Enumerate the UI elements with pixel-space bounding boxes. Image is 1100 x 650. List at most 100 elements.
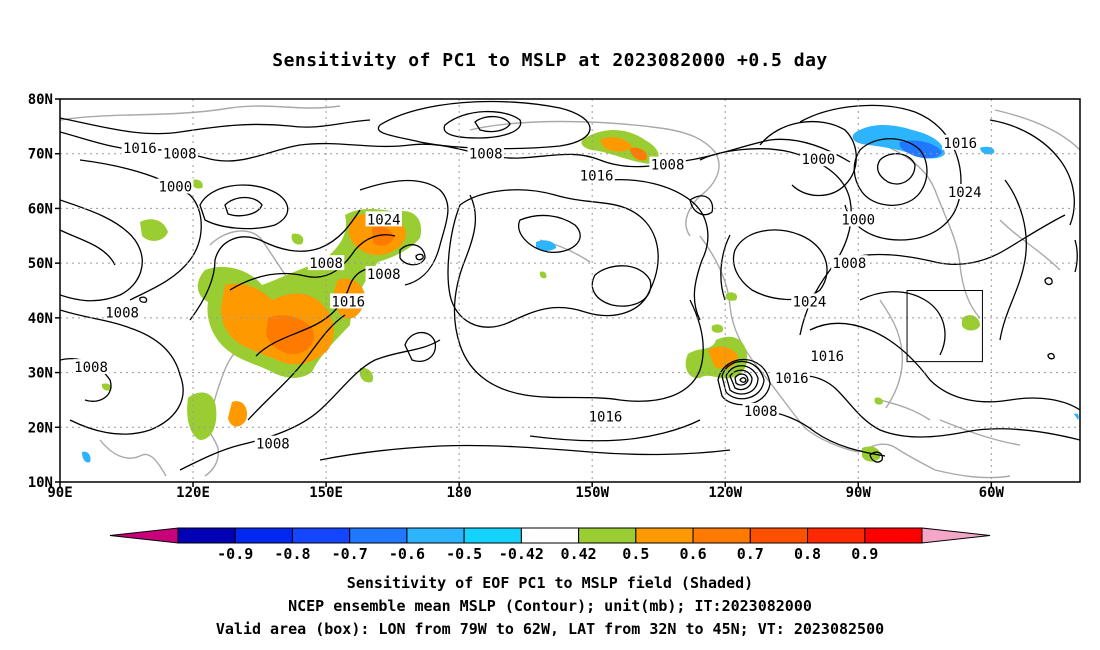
mslp-contours [60, 100, 1080, 471]
colorbar-label: -0.8 [274, 545, 310, 563]
contour-label-bg [307, 255, 345, 271]
colorbar-label: 0.5 [622, 545, 649, 563]
contour-label: 1000 [841, 212, 875, 228]
lat-lon-grid [60, 99, 1080, 482]
colorbar-segment [864, 527, 923, 544]
colorbar-low-triangle [109, 527, 179, 544]
contour-label: 1008 [256, 437, 290, 453]
validation-area-box [906, 290, 983, 363]
colorbar-label: -0.9 [217, 545, 253, 563]
contour-label: 1016 [580, 169, 614, 185]
lon-tick-label: 150E [309, 485, 343, 501]
lat-tick-label: 20N [28, 420, 53, 436]
lon-tick-label: 150W [575, 485, 609, 501]
contour-label: 1000 [801, 152, 835, 168]
colorbar-segment [807, 527, 866, 544]
contour-label: 1016 [775, 371, 809, 387]
colorbar-segment [635, 527, 694, 544]
contour-label-bg [831, 255, 868, 271]
contour-label-bg [840, 211, 877, 227]
contour-label: 1008 [74, 360, 108, 376]
caption-contour: NCEP ensemble mean MSLP (Contour); unit(… [288, 597, 812, 615]
contour-label-bg [365, 211, 402, 227]
contour-label-bg [809, 348, 846, 364]
contour-label: 1016 [123, 141, 157, 157]
colorbar-labels: -0.9 -0.8 -0.7 -0.6 -0.5 -0.42 0.42 0.5 0.6 0.7 0.… [217, 545, 878, 563]
map-frame [59, 98, 1081, 483]
contour-label-bg [365, 266, 402, 282]
map-title: Sensitivity of PC1 to MSLP at 2023082000… [272, 50, 828, 71]
lon-tick-label: 90W [846, 485, 872, 501]
contour-label: 1016 [589, 409, 623, 425]
contour-label: 1008 [651, 158, 685, 174]
contour-label-bg [587, 408, 624, 424]
colorbar-segment [291, 527, 351, 544]
contour-label-bg [72, 359, 110, 375]
caption-valid-area: Valid area (box): LON from 79W to 62W, L… [215, 620, 885, 638]
colorbar-segment [749, 527, 809, 544]
contour-label-bg [649, 156, 686, 172]
contour-labels: 1016 100810001008100810161000101610241024… [72, 134, 983, 453]
lat-tick-label: 70N [28, 147, 53, 163]
contour-label-bg [773, 370, 810, 386]
lat-tick-label: 40N [28, 311, 53, 327]
contour-label-bg [161, 145, 198, 161]
lon-tick-label: 180 [446, 485, 471, 501]
axis-ticks [55, 98, 993, 487]
colorbar-label: -0.5 [446, 545, 482, 563]
lat-tick-label: 60N [28, 201, 53, 217]
contour-label: 1024 [793, 294, 827, 310]
longitude-axis: 90E 120E 150E 180 150W 120W 90W 60W [47, 485, 1004, 501]
lat-tick-label: 10N [28, 475, 53, 491]
contour-label-bg [121, 140, 159, 156]
contour-label: 1024 [948, 185, 982, 201]
contour-label: 1024 [367, 212, 401, 228]
contour-label-bg [742, 402, 779, 418]
colorbar-segment [520, 527, 580, 544]
contour-label-bg [254, 435, 292, 451]
colorbar-segment [234, 527, 293, 544]
colorbar-label: 0.42 [561, 545, 597, 563]
contour-label-bg [791, 293, 828, 309]
contour-label: 1000 [158, 180, 192, 196]
lon-tick-label: 90E [47, 485, 72, 501]
colorbar-label: -0.42 [499, 545, 544, 563]
colorbar-segment [692, 527, 751, 544]
caption-shaded: Sensitivity of EOF PC1 to MSLP field (Sh… [346, 574, 754, 592]
contour-label-bg [578, 167, 615, 183]
lon-tick-label: 60W [979, 485, 1005, 501]
contour-label: 1016 [810, 349, 844, 365]
contour-label-bg [157, 178, 194, 194]
lat-tick-label: 50N [28, 256, 53, 272]
colorbar-segment [463, 527, 522, 544]
latitude-axis: 80N 70N 60N 50N 40N 30N 20N 10N [28, 92, 53, 491]
contour-label-bg [103, 304, 141, 320]
contour-label: 1008 [833, 256, 867, 272]
colorbar-label: -0.7 [332, 545, 368, 563]
contour-label-bg [467, 145, 504, 161]
contour-label: 1008 [469, 147, 503, 163]
sensitivity-shading [82, 125, 1079, 463]
contour-label: 1008 [309, 256, 343, 272]
colorbar-segment [349, 527, 408, 544]
lon-tick-label: 120W [708, 485, 742, 501]
colorbar-label: 0.6 [680, 545, 707, 563]
colorbar-label: 0.9 [851, 545, 878, 563]
colorbar-label: -0.6 [389, 545, 425, 563]
contour-label-bg [800, 151, 837, 167]
contour-label: 1008 [163, 147, 197, 163]
contour-label-bg [946, 184, 983, 200]
colorbar-label: 0.7 [737, 545, 764, 563]
colorbar-label: 0.8 [794, 545, 821, 563]
contour-label: 1016 [331, 294, 365, 310]
contour-label: 1008 [744, 404, 778, 420]
colorbar-segment [406, 527, 465, 544]
contour-label-bg [942, 134, 979, 150]
colorbar-high-triangle [921, 527, 991, 544]
colorbar-segment [578, 527, 637, 544]
contour-label: 1016 [943, 136, 977, 152]
lat-tick-label: 30N [28, 366, 53, 382]
contour-label-bg [330, 293, 367, 309]
contour-label: 1008 [367, 267, 401, 283]
